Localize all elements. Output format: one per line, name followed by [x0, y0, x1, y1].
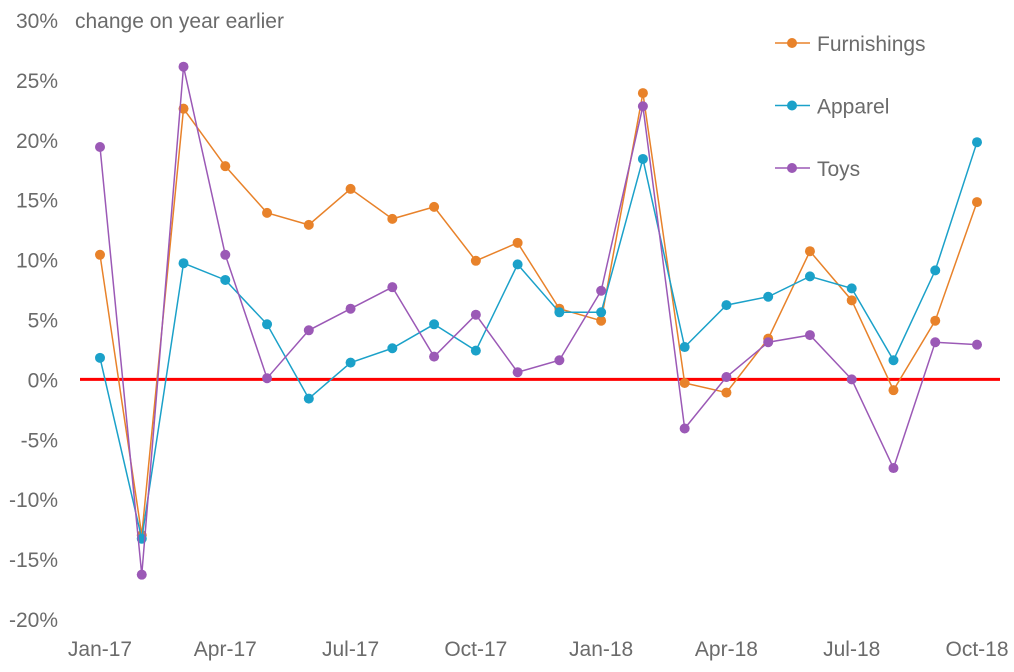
- data-point: [178, 61, 189, 72]
- legend-label: Toys: [817, 158, 860, 181]
- data-point: [387, 282, 398, 293]
- x-tick-label: Oct-17: [444, 638, 507, 661]
- data-point: [804, 246, 815, 257]
- y-axis-label: change on year earlier: [75, 10, 284, 33]
- series-line: [99, 66, 978, 575]
- data-point: [220, 161, 231, 172]
- data-point: [721, 300, 732, 311]
- data-point: [303, 325, 314, 336]
- data-point: [930, 337, 941, 348]
- data-point: [637, 101, 648, 112]
- series-apparel: [95, 137, 982, 544]
- x-tick-label: Jul-17: [322, 638, 379, 661]
- series-furnishings: [95, 88, 982, 541]
- data-point: [679, 423, 690, 434]
- y-tick-label: 25%: [16, 70, 58, 93]
- y-tick-label: -10%: [9, 489, 58, 512]
- series-line: [99, 92, 978, 536]
- data-point: [95, 352, 105, 363]
- y-tick-label: 0%: [28, 369, 58, 392]
- data-point: [470, 345, 481, 356]
- data-point: [763, 337, 774, 348]
- x-tick-label: Jan-17: [68, 638, 132, 661]
- data-point: [846, 295, 857, 306]
- data-point: [387, 343, 398, 354]
- x-tick-label: Apr-18: [695, 638, 758, 661]
- data-point: [721, 372, 732, 383]
- y-tick-label: -5%: [21, 429, 58, 452]
- data-point: [637, 153, 648, 164]
- y-tick-label: 15%: [16, 190, 58, 213]
- data-point: [972, 197, 982, 208]
- data-point: [888, 355, 899, 366]
- data-point: [512, 259, 523, 270]
- y-tick-label: 10%: [16, 250, 58, 273]
- data-point: [888, 385, 899, 396]
- y-tick-label: -15%: [9, 549, 58, 572]
- series-toys: [95, 61, 982, 580]
- data-point: [178, 258, 189, 269]
- data-point: [470, 255, 481, 266]
- x-tick-label: Jul-18: [823, 638, 880, 661]
- x-tick-label: Apr-17: [194, 638, 257, 661]
- data-point: [554, 355, 565, 366]
- data-point: [220, 249, 231, 260]
- x-tick-label: Jan-18: [569, 638, 633, 661]
- data-point: [930, 265, 941, 276]
- data-point: [679, 377, 690, 388]
- data-point: [95, 141, 105, 152]
- data-point: [804, 330, 815, 341]
- y-tick-label: -20%: [9, 609, 58, 632]
- data-point: [804, 271, 815, 282]
- series-line: [99, 141, 978, 539]
- data-point: [136, 569, 147, 580]
- data-point: [220, 274, 231, 285]
- data-point: [596, 307, 607, 318]
- data-point: [888, 463, 899, 474]
- data-point: [303, 219, 314, 230]
- legend-item: Furnishings: [775, 33, 926, 56]
- legend-item: Toys: [775, 158, 860, 181]
- data-point: [554, 307, 565, 318]
- data-point: [763, 291, 774, 302]
- data-point: [345, 357, 356, 368]
- data-point: [972, 339, 982, 350]
- data-point: [596, 285, 607, 296]
- data-point: [846, 374, 857, 385]
- y-tick-label: 5%: [28, 310, 58, 333]
- data-point: [596, 315, 607, 326]
- y-tick-label: 20%: [16, 130, 58, 153]
- y-tick-label: 30%: [16, 10, 58, 33]
- data-point: [303, 393, 314, 404]
- data-point: [679, 342, 690, 353]
- data-point: [429, 319, 440, 330]
- data-point: [846, 283, 857, 294]
- data-point: [972, 137, 982, 148]
- data-point: [429, 351, 440, 362]
- data-point: [262, 319, 273, 330]
- legend-marker: [787, 163, 797, 173]
- data-point: [721, 387, 732, 398]
- data-point: [345, 183, 356, 194]
- data-point: [637, 88, 648, 99]
- data-point: [512, 237, 523, 248]
- data-point: [387, 213, 398, 224]
- legend-item: Apparel: [775, 96, 889, 119]
- legend-label: Apparel: [817, 96, 889, 119]
- x-tick-label: Oct-18: [945, 638, 1008, 661]
- legend-label: Furnishings: [817, 33, 926, 56]
- data-point: [470, 309, 481, 320]
- data-point: [262, 207, 273, 218]
- data-point: [345, 303, 356, 314]
- data-point: [512, 367, 523, 378]
- legend-marker: [787, 100, 797, 111]
- data-point: [95, 249, 105, 260]
- data-point: [930, 315, 941, 326]
- data-point: [429, 201, 440, 212]
- data-point: [262, 373, 273, 384]
- legend-marker: [787, 38, 797, 48]
